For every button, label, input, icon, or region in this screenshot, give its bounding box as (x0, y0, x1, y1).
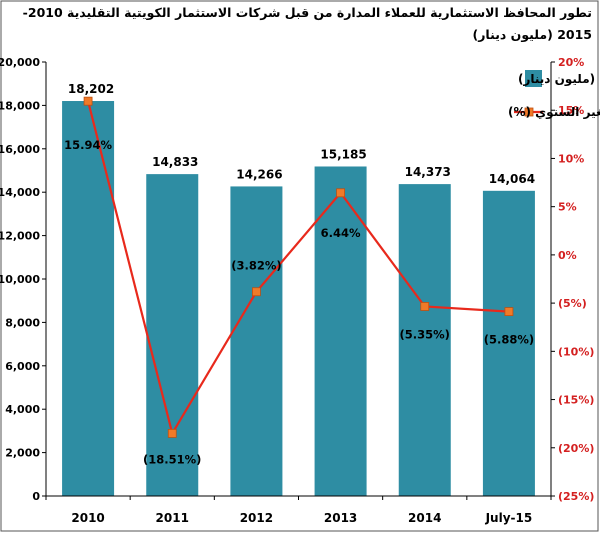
line-label-2014: (5.35%) (400, 327, 450, 341)
legend-line-marker (524, 107, 534, 117)
line-label-2012: (3.82%) (231, 259, 281, 273)
y-left-tick-label: 8,000 (5, 316, 40, 329)
x-tick-label-2013: 2013 (324, 511, 357, 525)
line-marker-2012 (252, 287, 261, 297)
bar-label-2011: 14,833 (152, 155, 198, 169)
line-label-2013: 6.44% (321, 226, 361, 240)
line-marker-2014 (420, 302, 430, 311)
bar-July-15 (482, 190, 535, 496)
y-right-tick-label: 20% (558, 56, 584, 69)
legend-bar-swatch (525, 70, 542, 87)
chart-title: تطور المحافظ الاستثمارية للعملاء المدارة… (22, 5, 592, 42)
line-marker-2010 (83, 96, 93, 106)
line-label-July-15: (5.88%) (484, 333, 534, 347)
legend-bar-label: محافظ استثمارية للعملاء (مليون دينار) (518, 72, 600, 87)
line-annual-change (87, 100, 509, 437)
y-left-tick-label: 6,000 (5, 360, 40, 373)
y-right-tick-label: (20%) (558, 442, 594, 455)
x-tick-label-2012: 2012 (240, 511, 273, 525)
x-tick-label-July-15: July-15 (485, 511, 533, 525)
line-label-2010: 15.94% (64, 138, 112, 152)
bar-label-2013: 15,185 (320, 147, 366, 161)
legend-line-label: نسبة التغير السنوي (%) (508, 105, 600, 120)
bar-label-2010: 18,202 (68, 82, 114, 96)
y-left-tick-label: 18,000 (0, 99, 40, 112)
y-left-tick-label: 4,000 (5, 403, 40, 416)
bar-2010 (62, 101, 115, 496)
y-left-tick-label: 0 (32, 490, 40, 503)
y-right-tick-label: (15%) (558, 394, 594, 407)
y-right-tick-label: (5%) (558, 297, 587, 310)
bar-2014 (398, 184, 451, 496)
y-left-tick-label: 14,000 (0, 186, 40, 199)
y-left-tick-label: 12,000 (0, 230, 40, 243)
y-left-tick-label: 16,000 (0, 143, 40, 156)
y-right-tick-label: (25%) (558, 490, 594, 503)
bar-2011 (146, 174, 199, 496)
y-left-tick-label: 2,000 (5, 447, 40, 460)
y-right-tick-label: 5% (558, 201, 577, 214)
line-label-2011: (18.51%) (143, 452, 201, 466)
y-left-tick-label: 10,000 (0, 273, 40, 286)
bar-label-2012: 14,266 (236, 167, 282, 181)
bar-label-2014: 14,373 (405, 165, 451, 179)
line-marker-2011 (167, 429, 177, 438)
bar-label-July-15: 14,064 (489, 172, 535, 186)
y-left-tick-label: 20,000 (0, 56, 40, 69)
bar-2012 (230, 186, 283, 496)
line-marker-July-15 (504, 307, 514, 316)
y-right-tick-label: 15% (558, 104, 584, 117)
y-right-tick-label: 0% (558, 249, 577, 262)
y-right-tick-label: 10% (558, 152, 584, 165)
line-marker-2013 (336, 188, 345, 198)
bar-2013 (314, 166, 367, 496)
y-right-tick-label: (10%) (558, 345, 594, 358)
x-tick-label-2010: 2010 (71, 511, 104, 525)
x-tick-label-2014: 2014 (408, 511, 441, 525)
x-tick-label-2011: 2011 (156, 511, 189, 525)
